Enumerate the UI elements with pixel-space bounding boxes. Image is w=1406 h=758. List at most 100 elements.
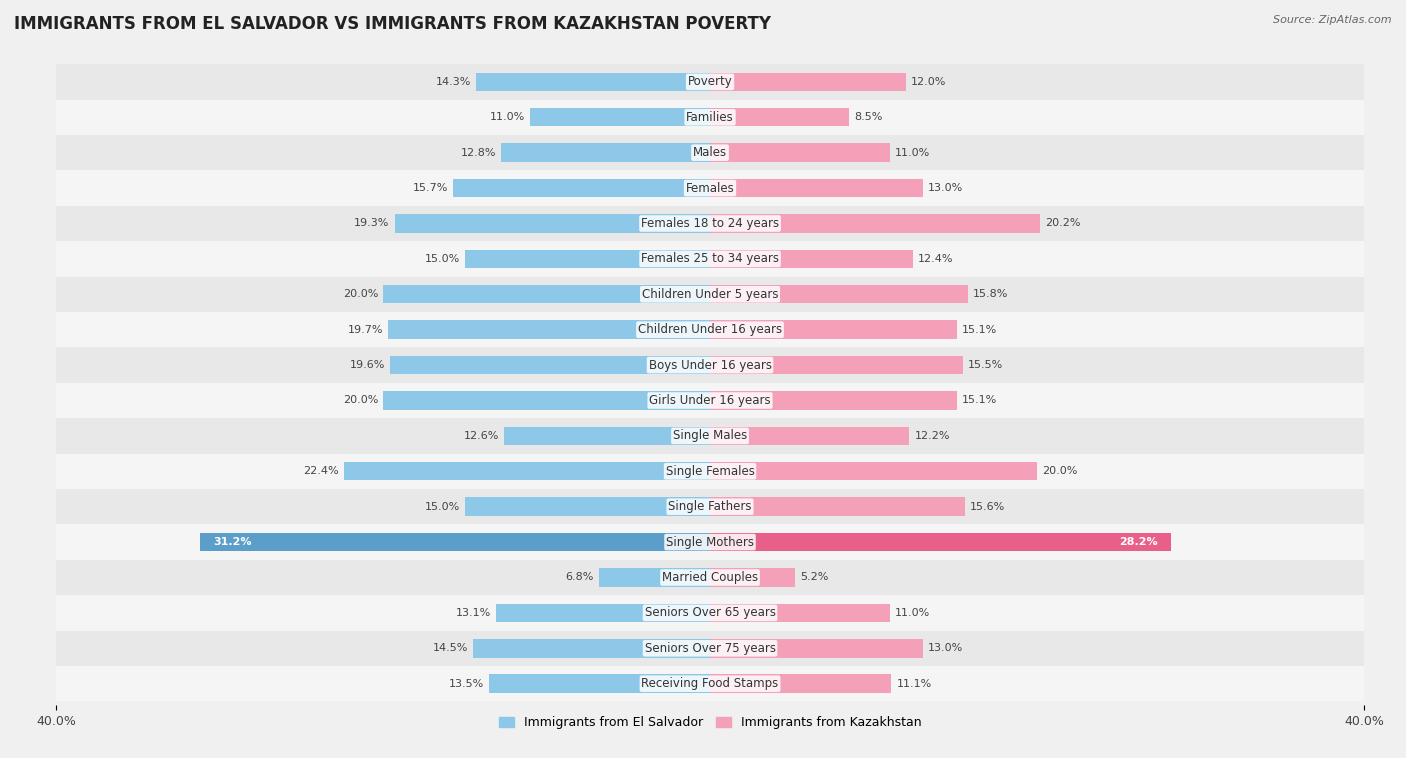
Bar: [710, 215, 1040, 233]
Text: 12.0%: 12.0%: [911, 77, 946, 87]
Bar: [710, 143, 890, 162]
Text: 8.5%: 8.5%: [853, 112, 882, 122]
Bar: [388, 321, 710, 339]
Bar: [56, 595, 1364, 631]
Text: Seniors Over 65 years: Seniors Over 65 years: [644, 606, 776, 619]
Bar: [56, 135, 1364, 171]
Bar: [200, 533, 710, 551]
Text: 28.2%: 28.2%: [1119, 537, 1159, 547]
Bar: [56, 171, 1364, 205]
Text: Source: ZipAtlas.com: Source: ZipAtlas.com: [1274, 15, 1392, 25]
Text: Single Mothers: Single Mothers: [666, 536, 754, 549]
Text: 20.0%: 20.0%: [343, 396, 378, 406]
Bar: [395, 215, 710, 233]
Text: 19.3%: 19.3%: [354, 218, 389, 228]
Bar: [710, 73, 905, 91]
Text: 5.2%: 5.2%: [800, 572, 828, 582]
Bar: [389, 356, 710, 374]
Text: 19.7%: 19.7%: [347, 324, 382, 335]
Bar: [56, 241, 1364, 277]
Text: Girls Under 16 years: Girls Under 16 years: [650, 394, 770, 407]
Bar: [710, 321, 957, 339]
Bar: [453, 179, 710, 197]
Bar: [382, 285, 710, 303]
Bar: [710, 639, 922, 657]
Bar: [382, 391, 710, 409]
Text: 13.0%: 13.0%: [928, 183, 963, 193]
Bar: [56, 453, 1364, 489]
Bar: [56, 631, 1364, 666]
Text: 11.0%: 11.0%: [894, 608, 929, 618]
Text: 11.0%: 11.0%: [894, 148, 929, 158]
Bar: [56, 347, 1364, 383]
Bar: [710, 462, 1038, 481]
Text: 15.5%: 15.5%: [969, 360, 1004, 370]
Bar: [472, 639, 710, 657]
Bar: [710, 603, 890, 622]
Bar: [56, 99, 1364, 135]
Bar: [710, 356, 963, 374]
Text: 20.0%: 20.0%: [343, 290, 378, 299]
Legend: Immigrants from El Salvador, Immigrants from Kazakhstan: Immigrants from El Salvador, Immigrants …: [494, 711, 927, 735]
Text: Males: Males: [693, 146, 727, 159]
Bar: [56, 277, 1364, 312]
Text: 15.8%: 15.8%: [973, 290, 1008, 299]
Text: 15.1%: 15.1%: [962, 324, 997, 335]
Bar: [56, 560, 1364, 595]
Bar: [56, 525, 1364, 560]
Bar: [56, 205, 1364, 241]
Bar: [710, 427, 910, 445]
Text: Females 18 to 24 years: Females 18 to 24 years: [641, 217, 779, 230]
Bar: [56, 64, 1364, 99]
Bar: [710, 179, 922, 197]
Bar: [710, 249, 912, 268]
Text: 19.6%: 19.6%: [350, 360, 385, 370]
Bar: [465, 249, 710, 268]
Bar: [710, 285, 969, 303]
Bar: [56, 666, 1364, 701]
Bar: [710, 675, 891, 693]
Text: Receiving Food Stamps: Receiving Food Stamps: [641, 677, 779, 691]
Text: 15.6%: 15.6%: [970, 502, 1005, 512]
Text: 13.1%: 13.1%: [456, 608, 491, 618]
Bar: [501, 143, 710, 162]
Bar: [710, 568, 794, 587]
Bar: [505, 427, 710, 445]
Text: Children Under 5 years: Children Under 5 years: [641, 288, 779, 301]
Text: 14.5%: 14.5%: [433, 644, 468, 653]
Text: 12.4%: 12.4%: [918, 254, 953, 264]
Bar: [710, 497, 965, 516]
Bar: [477, 73, 710, 91]
Text: 14.3%: 14.3%: [436, 77, 471, 87]
Text: 15.7%: 15.7%: [413, 183, 449, 193]
Text: Children Under 16 years: Children Under 16 years: [638, 323, 782, 337]
Text: 20.0%: 20.0%: [1042, 466, 1077, 476]
Text: Married Couples: Married Couples: [662, 571, 758, 584]
Bar: [710, 533, 1171, 551]
Text: Single Males: Single Males: [673, 429, 747, 443]
Bar: [710, 391, 957, 409]
Bar: [710, 108, 849, 127]
Text: Single Fathers: Single Fathers: [668, 500, 752, 513]
Bar: [599, 568, 710, 587]
Bar: [344, 462, 710, 481]
Bar: [530, 108, 710, 127]
Text: 15.1%: 15.1%: [962, 396, 997, 406]
Text: 12.6%: 12.6%: [464, 431, 499, 441]
Text: 15.0%: 15.0%: [425, 254, 460, 264]
Text: 31.2%: 31.2%: [214, 537, 252, 547]
Text: 13.0%: 13.0%: [928, 644, 963, 653]
Bar: [56, 312, 1364, 347]
Text: 12.2%: 12.2%: [914, 431, 950, 441]
Text: Families: Families: [686, 111, 734, 124]
Text: Boys Under 16 years: Boys Under 16 years: [648, 359, 772, 371]
Text: 11.0%: 11.0%: [491, 112, 526, 122]
Bar: [56, 418, 1364, 453]
Text: 12.8%: 12.8%: [460, 148, 496, 158]
Text: Single Females: Single Females: [665, 465, 755, 478]
Bar: [56, 489, 1364, 525]
Text: Seniors Over 75 years: Seniors Over 75 years: [644, 642, 776, 655]
Bar: [465, 497, 710, 516]
Text: 11.1%: 11.1%: [897, 678, 932, 689]
Text: Females 25 to 34 years: Females 25 to 34 years: [641, 252, 779, 265]
